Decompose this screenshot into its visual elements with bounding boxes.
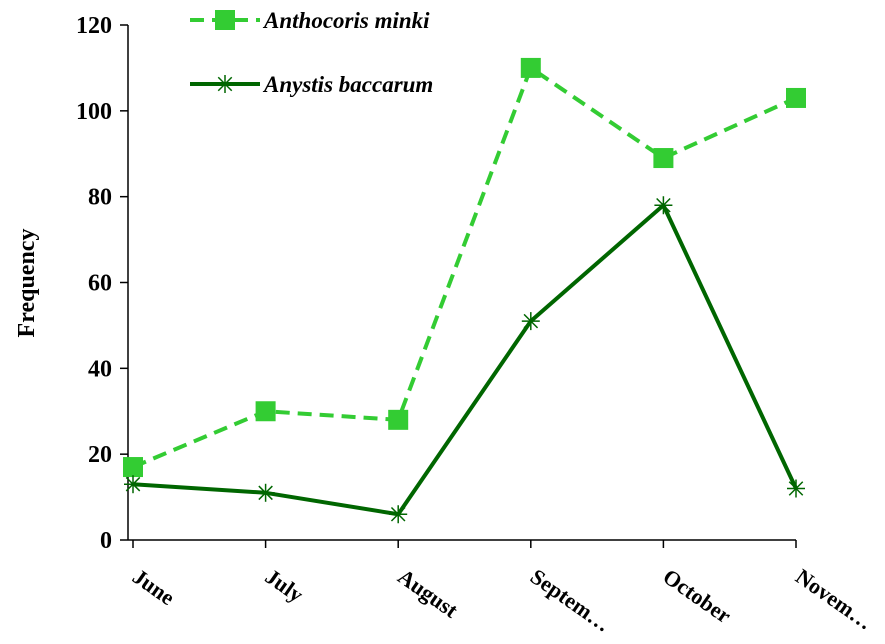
data-point <box>654 196 673 215</box>
x-tick-label: July <box>261 564 308 608</box>
legend-label: Anthocoris minki <box>262 8 430 33</box>
y-tick-label: 40 <box>88 356 112 382</box>
data-point <box>388 409 409 430</box>
legend-marker <box>216 75 234 93</box>
data-point <box>255 401 276 422</box>
data-point <box>389 505 408 524</box>
data-point <box>787 479 805 498</box>
x-tick-label: June <box>128 564 180 611</box>
x-tick-label: Septem… <box>526 564 615 637</box>
x-ticks: June July August Septem… October Novem… <box>128 540 878 637</box>
series-2 <box>124 196 805 524</box>
y-tick-label: 120 <box>76 13 112 39</box>
series-layer <box>123 57 806 524</box>
x-tick-label: October <box>659 564 737 629</box>
legend-item: Anthocoris minki <box>190 8 430 33</box>
series-line <box>132 65 797 469</box>
legend-item: Anystis baccarum <box>190 72 433 97</box>
data-point <box>123 457 143 478</box>
y-tick-label: 60 <box>88 271 112 297</box>
legend-label: Anystis baccarum <box>262 72 433 97</box>
data-point <box>521 312 540 331</box>
y-tick-label: 20 <box>88 442 112 468</box>
x-tick-label: Novem… <box>791 564 877 635</box>
data-point <box>653 148 674 169</box>
series-1 <box>123 57 806 478</box>
y-tick-label: 100 <box>76 99 112 125</box>
x-tick-label: August <box>393 564 463 623</box>
series-line <box>132 203 798 517</box>
data-point <box>786 87 806 108</box>
y-ticks: 0 20 40 60 80 100 120 <box>76 13 128 554</box>
y-axis-title: Frequency <box>14 229 40 338</box>
data-point <box>256 483 275 502</box>
axes <box>127 25 796 541</box>
legend: Anthocoris minki Anystis baccarum <box>190 8 433 97</box>
data-point <box>124 475 142 494</box>
y-tick-label: 80 <box>88 185 112 211</box>
legend-marker <box>215 10 235 30</box>
y-tick-label: 0 <box>100 528 112 554</box>
data-point <box>520 57 541 78</box>
